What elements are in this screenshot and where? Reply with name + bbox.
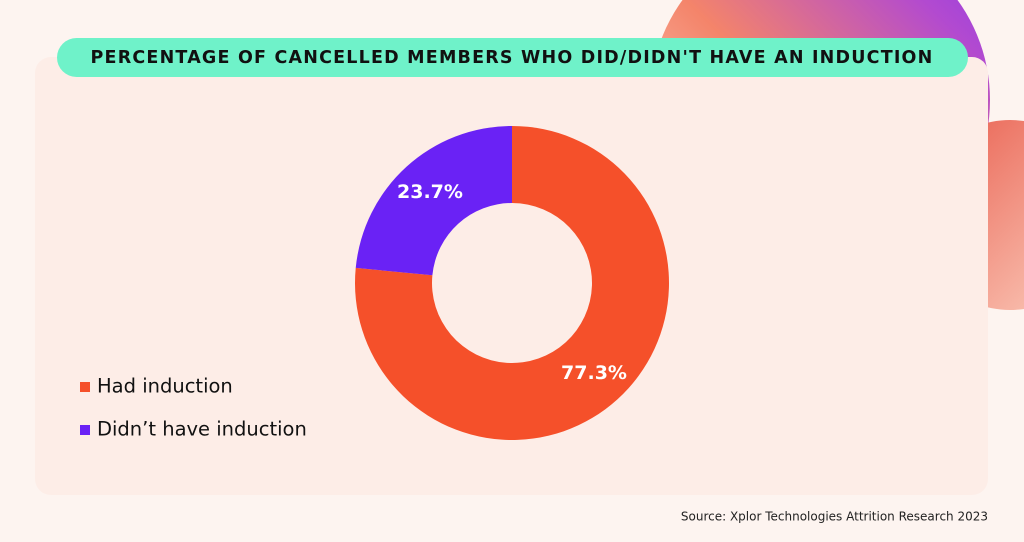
data-label: 77.3% [561, 362, 627, 384]
legend-label: Didn’t have induction [97, 418, 307, 441]
legend: Had induction Didn’t have induction [80, 375, 307, 441]
legend-swatch [80, 425, 90, 435]
panel [35, 57, 988, 495]
donut: 77.3% 23.7% [355, 126, 670, 441]
donut-slice [355, 126, 512, 276]
legend-swatch [80, 382, 90, 392]
chart-title: PERCENTAGE OF CANCELLED MEMBERS WHO DID/… [91, 48, 934, 68]
source: Source: Xplor Technologies Attrition Res… [681, 510, 988, 524]
title-pill [57, 38, 968, 77]
donut-slice [355, 126, 670, 441]
legend-label: Had induction [97, 375, 233, 398]
data-label: 23.7% [397, 181, 463, 203]
